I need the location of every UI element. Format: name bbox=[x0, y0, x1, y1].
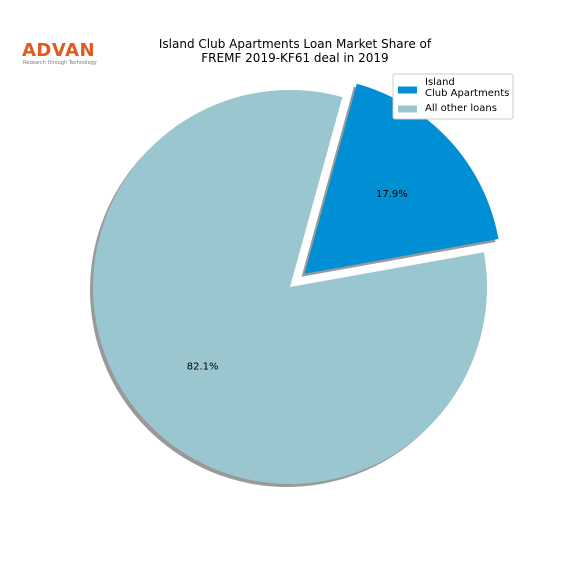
legend-swatch bbox=[398, 105, 417, 113]
legend-swatch bbox=[398, 86, 417, 94]
legend-label: All other loans bbox=[425, 103, 497, 114]
legend-box bbox=[392, 73, 514, 120]
pie-slice bbox=[93, 90, 487, 485]
logo: ADVAN bbox=[22, 40, 96, 61]
pie-slice bbox=[304, 83, 499, 274]
logo-tagline: Research through Technology bbox=[23, 60, 97, 66]
slice-label: 82.1% bbox=[187, 362, 219, 373]
legend-label: Island Club Apartments bbox=[425, 77, 510, 99]
chart-title: Island Club Apartments Loan Market Share… bbox=[158, 37, 432, 65]
slice-label: 17.9% bbox=[376, 189, 408, 200]
